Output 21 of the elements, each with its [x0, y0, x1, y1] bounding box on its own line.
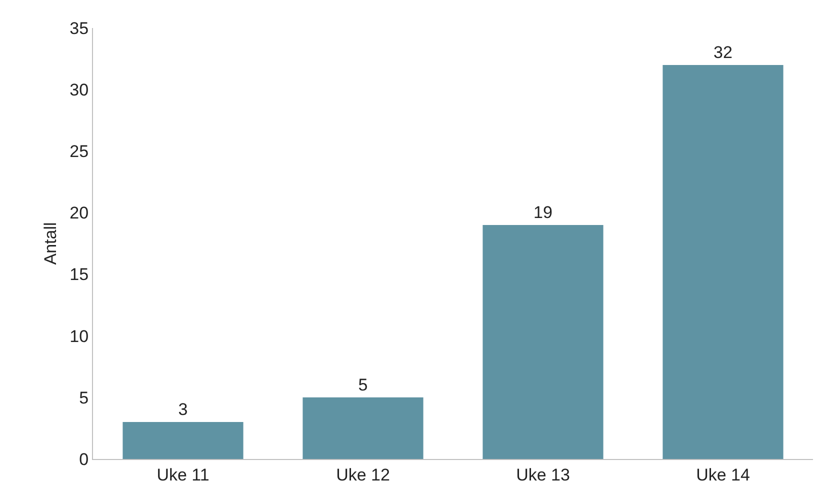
bar — [302, 397, 424, 459]
y-tick-label: 20 — [70, 204, 89, 223]
bar — [122, 422, 244, 459]
x-tick-label: Uke 13 — [516, 465, 570, 484]
y-axis-title: Antall — [41, 222, 60, 265]
data-label: 5 — [358, 375, 368, 394]
y-tick-label: 0 — [79, 450, 89, 469]
y-tick-label: 30 — [70, 80, 89, 100]
y-tick-label: 25 — [70, 142, 89, 162]
data-label: 3 — [178, 400, 188, 420]
y-tick-label: 15 — [70, 265, 89, 284]
data-label: 32 — [714, 42, 732, 62]
data-label: 19 — [534, 203, 552, 222]
bar — [482, 225, 604, 459]
x-tick-label: Uke 11 — [156, 465, 210, 484]
y-tick-label: 5 — [79, 388, 89, 408]
x-tick-label: Uke 14 — [696, 465, 750, 484]
y-tick-label: 35 — [70, 18, 89, 38]
x-tick-label: Uke 12 — [336, 465, 390, 484]
y-tick-label: 10 — [70, 326, 89, 346]
bar — [662, 64, 784, 459]
